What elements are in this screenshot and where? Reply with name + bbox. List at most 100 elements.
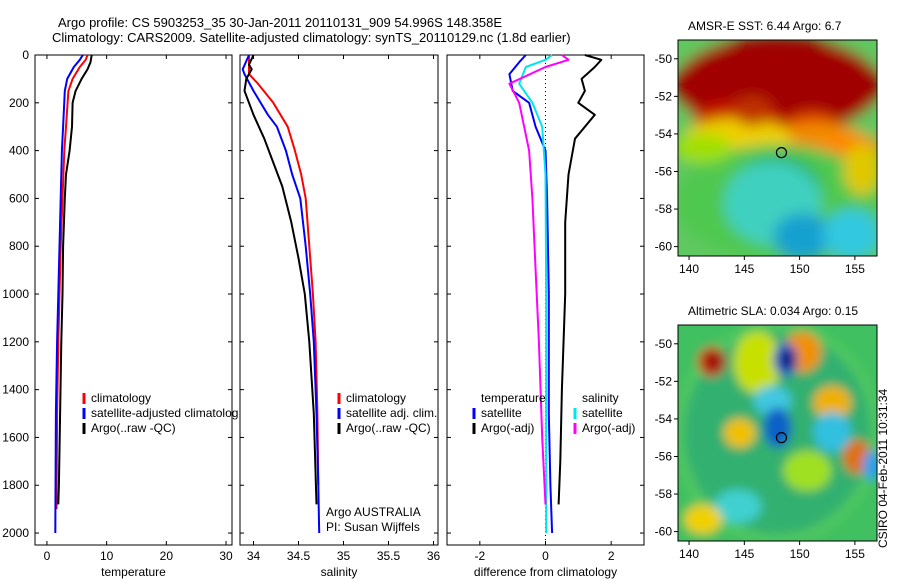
plot-title-line-1: Argo profile: CS 5903253_35 30-Jan-2011 … [58, 15, 503, 30]
sst-map-title: AMSR-E SST: 6.44 Argo: 6.7 [688, 19, 842, 33]
heatmap-cell [783, 450, 832, 491]
legend-label: satellite adj. clim. [346, 406, 437, 420]
legend-label: satellite [582, 406, 623, 420]
map-frame [677, 324, 878, 542]
legend-label: Argo(..raw -QC) [91, 421, 176, 435]
heatmap-cell [763, 407, 792, 448]
salinity-x-axis-label: salinity [321, 565, 358, 579]
sla-heatmap [678, 325, 877, 541]
y-tick-label: 200 [9, 96, 29, 110]
x-tick-label: 155 [845, 547, 865, 561]
y-tick-label: 1800 [2, 478, 29, 492]
x-tick-label: 140 [679, 262, 699, 276]
series-line-temperature-argo-adj- [557, 54, 603, 505]
x-tick-label: 0 [542, 549, 549, 563]
y-tick-label: -54 [655, 412, 673, 426]
x-tick-label: 34 [247, 549, 261, 563]
heatmap-cell [863, 450, 877, 481]
x-tick-label: 150 [790, 547, 810, 561]
y-tick-label: -56 [655, 164, 673, 178]
legend-group-header: temperature [481, 391, 546, 405]
x-tick-label: 2 [608, 549, 615, 563]
legend-label: satellite-adjusted climatolog [91, 406, 238, 420]
y-tick-label: -60 [655, 240, 673, 254]
legend-label: Argo(-adj) [582, 421, 635, 435]
heatmap-cell [733, 331, 782, 394]
temperature-axes-box [34, 54, 233, 546]
y-tick-label: -56 [655, 449, 673, 463]
heatmap-cell [843, 144, 877, 196]
y-tick-label: -50 [655, 52, 673, 66]
heatmap-cell [713, 489, 762, 524]
temperature-x-axis-label: temperature [101, 565, 166, 579]
x-tick-label: 35.5 [377, 549, 401, 563]
y-tick-label: -58 [655, 202, 673, 216]
heatmap-cell [753, 385, 792, 416]
heatmap-cell [678, 133, 732, 163]
salinity-panel: 34 34.5 35 35.5 36 salinity [239, 54, 441, 579]
series-line-argo-raw-qc- [57, 54, 93, 505]
y-tick-label: -58 [655, 487, 673, 501]
y-tick-label: 1400 [2, 383, 29, 397]
heatmap-cell [779, 349, 796, 371]
sst-heatmap [678, 40, 877, 256]
legend-label: Argo(-adj) [481, 421, 534, 435]
y-tick-label: 1200 [2, 335, 29, 349]
x-tick-label: 10 [100, 549, 114, 563]
argo-australia-annotation: Argo AUSTRALIA [326, 505, 421, 519]
x-tick-label: 140 [679, 547, 699, 561]
heatmap-cell [683, 504, 722, 535]
legend-label: climatology [91, 391, 151, 405]
y-tick-label: 600 [9, 191, 29, 205]
y-tick-label: -50 [655, 337, 673, 351]
difference-x-axis-label: difference from climatology [474, 565, 617, 579]
heatmap-cell [773, 213, 832, 256]
temperature-panel: 0 200 400 600 800 1000 1200 1400 1600 1800 2000 0 10… [2, 48, 233, 579]
float-position-marker [775, 147, 788, 159]
y-tick-label: -52 [655, 374, 673, 388]
heatmap-cell [813, 385, 852, 420]
heatmap-cell [733, 96, 772, 127]
series-line-satellite-adjusted-climatolog [54, 54, 84, 534]
difference-panel: -2 0 2 difference from climatology [446, 54, 645, 579]
heatmap-field [678, 325, 877, 541]
series-line-argo-raw-qc- [243, 54, 318, 505]
heatmap-cell [703, 351, 724, 373]
legend-group-header: salinity [582, 391, 619, 405]
y-tick-label: -54 [655, 127, 673, 141]
x-tick-label: 145 [734, 547, 754, 561]
x-tick-label: 35 [337, 549, 351, 563]
heatmap-cell [823, 208, 877, 256]
x-tick-label: -2 [474, 549, 485, 563]
legend-label: satellite [481, 406, 522, 420]
x-tick-label: 145 [734, 262, 754, 276]
x-tick-label: 150 [790, 262, 810, 276]
x-tick-label: 155 [845, 262, 865, 276]
map-frame [677, 39, 878, 257]
x-tick-label: 20 [160, 549, 174, 563]
pi-annotation: PI: Susan Wijffels [326, 520, 420, 534]
series-line-climatology [248, 55, 320, 486]
y-tick-label: 800 [9, 239, 29, 253]
legend-label: climatology [346, 391, 406, 405]
sla-map-title: Altimetric SLA: 0.034 Argo: 0.15 [688, 304, 859, 318]
y-tick-label: -52 [655, 89, 673, 103]
x-tick-label: 36 [427, 549, 441, 563]
heatmap-cell [723, 418, 756, 448]
legend-label: Argo(..raw -QC) [346, 421, 431, 435]
x-tick-label: 0 [44, 549, 51, 563]
plot-title-line-2: Climatology: CARS2009. Satellite-adjuste… [52, 30, 571, 45]
difference-legend: temperaturesatelliteArgo(-adj)salinitysa… [472, 391, 635, 435]
series-line-temperature-satellite [508, 54, 554, 534]
x-tick-label: 34.5 [287, 549, 311, 563]
heatmap-field [678, 40, 877, 256]
salinity-axes-box [239, 54, 439, 546]
series-line-salinity-satellite [518, 54, 553, 533]
y-tick-label: 1600 [2, 430, 29, 444]
series-line-salinity-argo-adj- [508, 54, 570, 505]
y-tick-label: -60 [655, 525, 673, 539]
heatmap-cell [813, 411, 852, 453]
